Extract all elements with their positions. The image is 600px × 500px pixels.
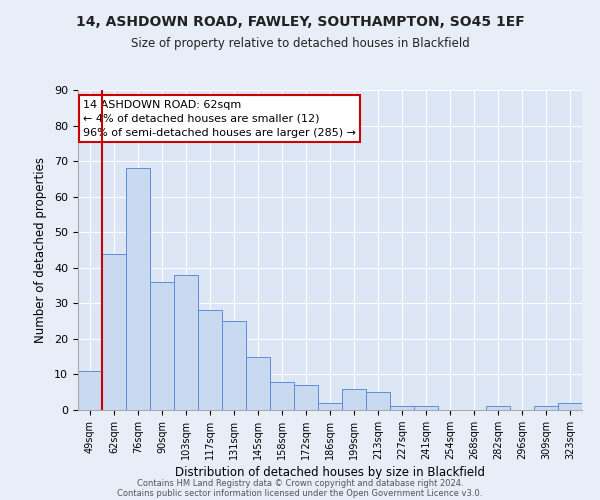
Bar: [150, 282, 174, 410]
Bar: [78, 371, 102, 410]
Text: Size of property relative to detached houses in Blackfield: Size of property relative to detached ho…: [131, 38, 469, 51]
Bar: [390, 406, 414, 410]
Text: 14, ASHDOWN ROAD, FAWLEY, SOUTHAMPTON, SO45 1EF: 14, ASHDOWN ROAD, FAWLEY, SOUTHAMPTON, S…: [76, 15, 524, 29]
Bar: [102, 254, 126, 410]
Text: Contains HM Land Registry data © Crown copyright and database right 2024.: Contains HM Land Registry data © Crown c…: [137, 478, 463, 488]
X-axis label: Distribution of detached houses by size in Blackfield: Distribution of detached houses by size …: [175, 466, 485, 479]
Text: 14 ASHDOWN ROAD: 62sqm
← 4% of detached houses are smaller (12)
96% of semi-deta: 14 ASHDOWN ROAD: 62sqm ← 4% of detached …: [83, 100, 356, 138]
Bar: [342, 388, 366, 410]
Bar: [558, 403, 582, 410]
Bar: [414, 406, 438, 410]
Bar: [198, 310, 222, 410]
Bar: [294, 385, 318, 410]
Bar: [534, 406, 558, 410]
Bar: [222, 321, 246, 410]
Bar: [126, 168, 150, 410]
Bar: [318, 403, 342, 410]
Text: Contains public sector information licensed under the Open Government Licence v3: Contains public sector information licen…: [118, 488, 482, 498]
Bar: [246, 356, 270, 410]
Bar: [270, 382, 294, 410]
Bar: [366, 392, 390, 410]
Bar: [174, 275, 198, 410]
Bar: [486, 406, 510, 410]
Y-axis label: Number of detached properties: Number of detached properties: [34, 157, 47, 343]
